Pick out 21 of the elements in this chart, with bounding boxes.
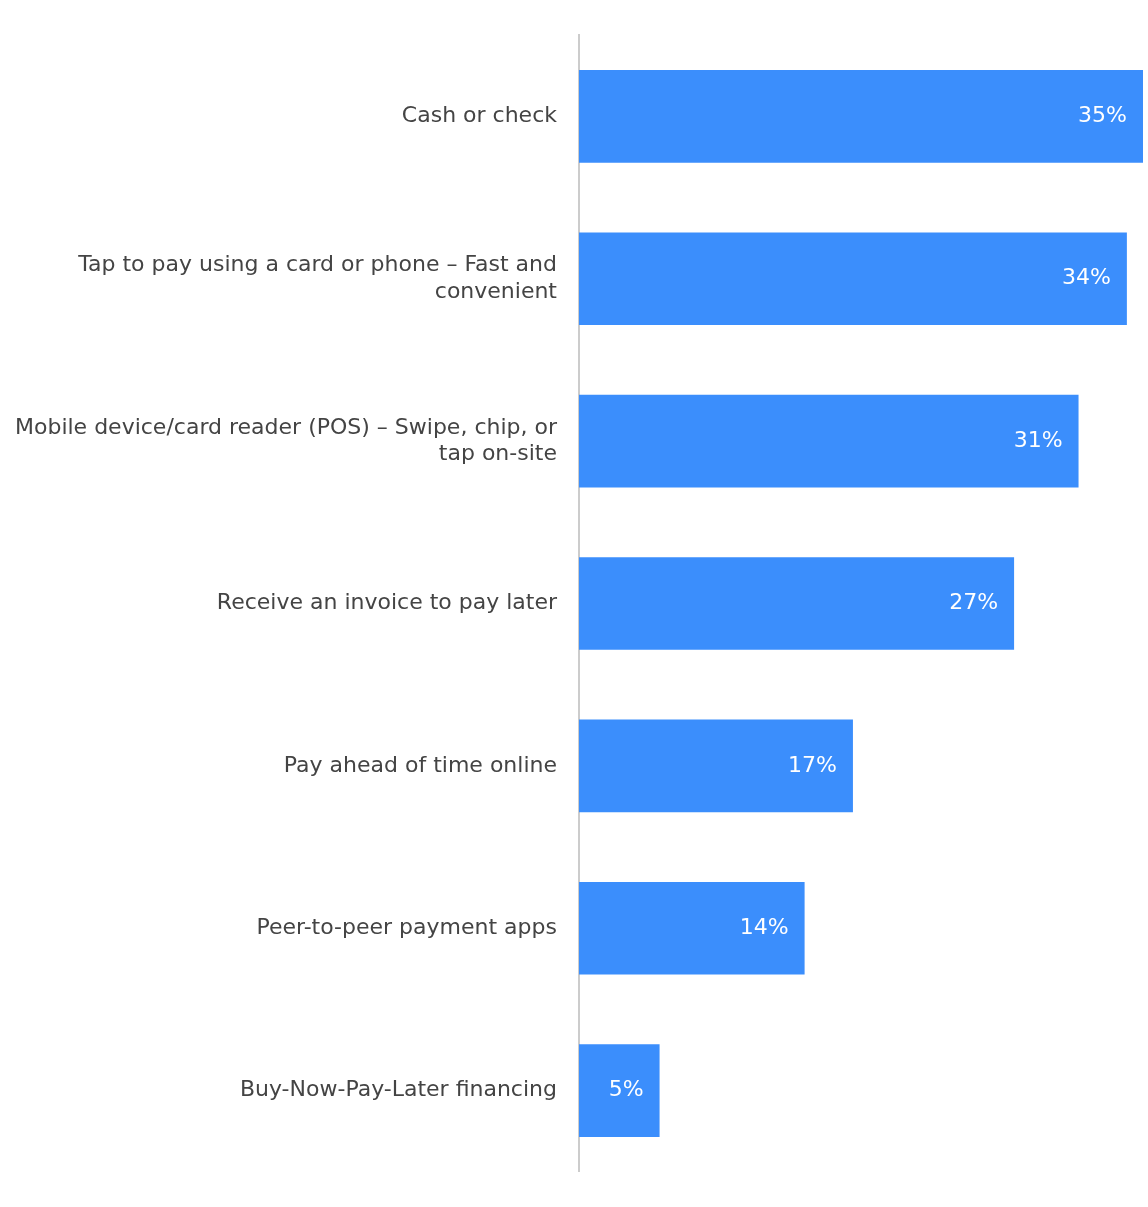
data-label: 27% (949, 589, 999, 615)
data-label: 31% (1013, 426, 1063, 452)
y-tick-label: Peer-to-peer payment apps (256, 913, 557, 939)
y-tick-label: Mobile device/card reader (POS) – Swipe, chip, or tap on-site (14, 413, 558, 466)
bar (579, 557, 1015, 650)
y-tick-label: Buy-Now-Pay-Later financing (239, 1076, 557, 1102)
bar (579, 232, 1127, 326)
data-label: 35% (1078, 102, 1127, 128)
data-label: 17% (788, 751, 837, 777)
data-label: 34% (1061, 264, 1111, 290)
bar (579, 1044, 660, 1137)
data-label: 14% (739, 913, 789, 939)
bar (579, 719, 853, 813)
data-label: 5% (608, 1076, 644, 1102)
y-tick-label: Cash or check (401, 102, 558, 128)
bar (579, 70, 1143, 163)
bar (579, 881, 805, 975)
y-tick-label: Pay ahead of time online (283, 751, 557, 777)
y-tick-label: Receive an invoice to pay later (216, 589, 558, 615)
y-tick-label: Tap to pay using a card or phone – Fast and convenient (77, 251, 558, 303)
bar (579, 394, 1079, 488)
